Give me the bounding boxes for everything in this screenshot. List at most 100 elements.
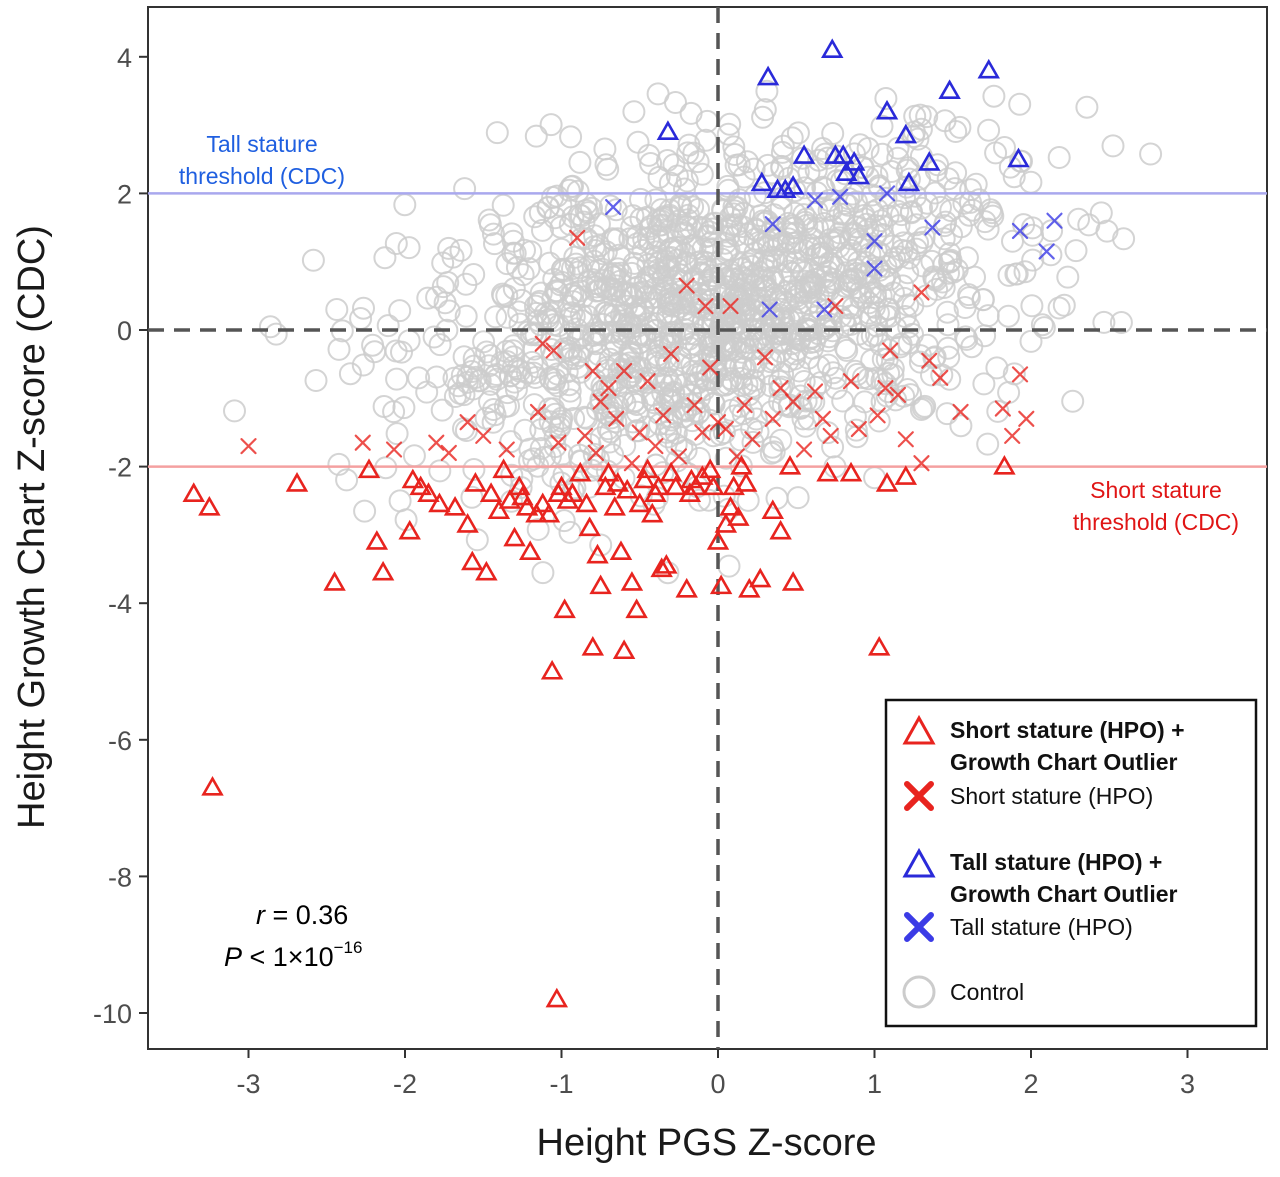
case-points: [182, 38, 1063, 1008]
short-outlier-triangle: [738, 577, 761, 598]
short-outlier-triangle: [479, 482, 503, 502]
control-point: [782, 347, 806, 371]
y-tick-label: 4: [117, 43, 132, 73]
control-point: [792, 261, 816, 285]
short-outlier-triangle: [553, 598, 576, 619]
short-hpo-cross: [842, 373, 860, 390]
control-point: [223, 399, 246, 423]
x-tick-label: 3: [1180, 1069, 1195, 1099]
tall-hpo-cross: [866, 260, 883, 277]
control-point: [1061, 389, 1085, 413]
control-point: [976, 304, 1000, 328]
control-point: [804, 290, 828, 314]
control-point: [1039, 243, 1063, 267]
control-point: [422, 325, 446, 349]
control-point: [874, 87, 898, 110]
control-point: [416, 286, 440, 310]
short-outlier-triangle: [586, 543, 609, 564]
short-hpo-cross: [686, 397, 703, 414]
tall-outlier-triangle: [656, 120, 680, 140]
short-outlier-triangle: [606, 472, 630, 492]
control-point: [558, 379, 582, 403]
r-statistic: r = 0.36: [256, 900, 348, 930]
control-point: [782, 325, 806, 349]
y-tick-label: 2: [117, 179, 132, 209]
control-point: [559, 125, 583, 149]
control-point: [385, 367, 409, 391]
short-outlier-triangle: [198, 495, 221, 516]
control-point: [722, 316, 746, 340]
short-hpo-cross: [1004, 427, 1021, 444]
control-point: [637, 143, 661, 167]
short-hpo-cross: [647, 438, 664, 455]
short-outlier-triangle: [371, 560, 395, 581]
control-point: [258, 315, 282, 339]
short-hpo-cross: [608, 410, 625, 427]
control-point: [936, 167, 960, 191]
control-point: [558, 322, 582, 346]
control-point: [500, 222, 524, 246]
legend-short-outlier-label-line2: Growth Chart Outlier: [950, 749, 1178, 775]
short-outlier-triangle: [675, 577, 698, 598]
control-point: [462, 354, 486, 378]
control-point: [506, 357, 530, 381]
control-point: [573, 405, 597, 429]
control-point: [824, 144, 848, 168]
control-point: [890, 203, 914, 227]
control-point: [656, 412, 680, 436]
control-point: [824, 376, 848, 400]
tall-threshold-label-line1: Tall stature: [206, 131, 317, 157]
control-point: [1032, 316, 1056, 340]
short-hpo-cross: [240, 438, 257, 455]
x-tick-label: -3: [236, 1069, 260, 1099]
short-outlier-triangle: [636, 458, 659, 479]
control-point: [867, 409, 891, 433]
short-hpo-cross: [623, 455, 641, 472]
tall-outlier-triangle: [835, 161, 858, 181]
control-point: [511, 263, 535, 287]
control-point: [756, 153, 780, 177]
control-point: [477, 208, 501, 232]
control-point: [598, 347, 622, 371]
control-point: [581, 268, 605, 292]
control-point: [896, 378, 920, 401]
control-point: [536, 196, 560, 220]
legend-tall-hpo-cross-icon: [904, 912, 934, 942]
control-point: [582, 442, 606, 466]
legend-control-item: Control: [902, 975, 1024, 1009]
control-point: [373, 246, 397, 270]
legend-tall-outlier-item: Tall stature (HPO) + Growth Chart Outlie…: [902, 847, 1178, 907]
control-point: [857, 367, 881, 391]
short-outlier-triangle: [722, 475, 745, 496]
control-point: [674, 399, 698, 423]
short-outlier-triangle: [357, 458, 381, 479]
control-point: [549, 409, 573, 433]
control-point: [503, 241, 527, 265]
control-point: [564, 252, 588, 276]
short-hpo-cross: [529, 403, 547, 421]
control-point: [524, 124, 548, 148]
control-point: [631, 298, 655, 322]
tall-threshold-label-line2: threshold (CDC): [179, 163, 345, 189]
short-outlier-triangle: [894, 465, 918, 485]
short-outlier-triangle: [575, 492, 598, 513]
control-point: [376, 314, 400, 338]
short-hpo-cross: [795, 441, 813, 458]
control-point: [1019, 329, 1043, 353]
control-point: [664, 421, 688, 445]
control-point: [509, 476, 533, 499]
short-hpo-cross: [550, 434, 567, 451]
control-point: [1047, 296, 1071, 320]
control-point: [618, 366, 641, 390]
control-point: [559, 283, 583, 307]
tall-hpo-cross: [866, 233, 883, 250]
control-point: [687, 446, 711, 470]
tall-outlier-triangle: [875, 99, 899, 120]
control-point: [493, 395, 517, 418]
control-point: [789, 395, 813, 419]
short-hpo-cross: [631, 424, 648, 441]
control-point: [558, 520, 582, 544]
short-outlier-triangle: [285, 472, 309, 492]
short-hpo-cross: [592, 393, 609, 410]
